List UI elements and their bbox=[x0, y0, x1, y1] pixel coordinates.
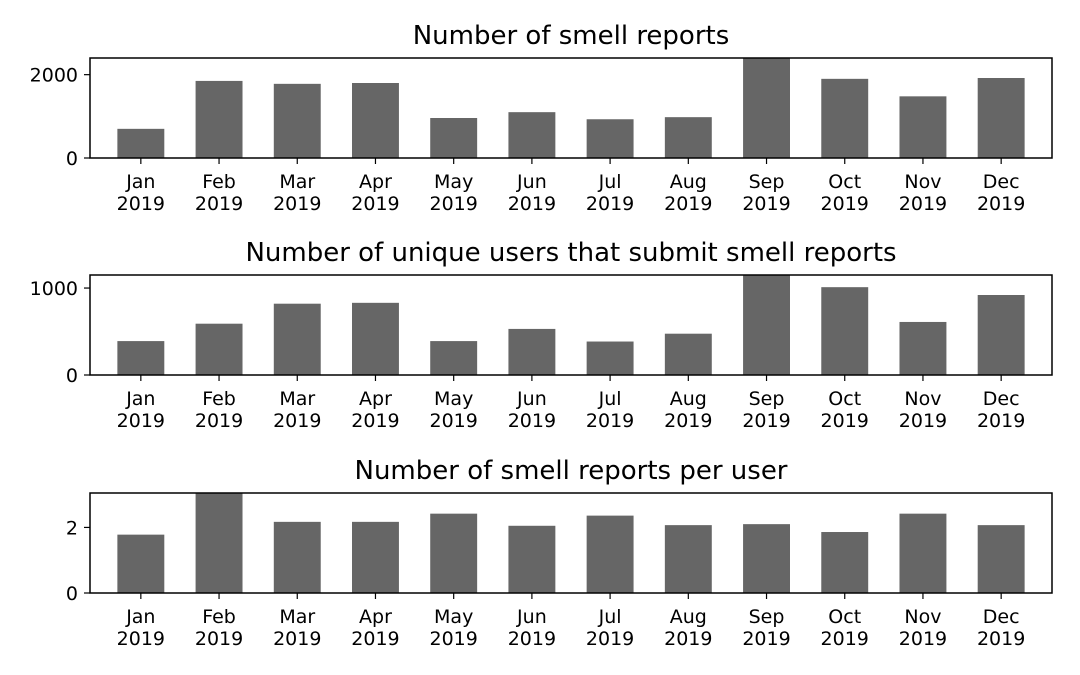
x-tick-label: Apr 2019 bbox=[351, 606, 399, 650]
bar bbox=[899, 321, 947, 375]
x-tick-label: Jan 2019 bbox=[117, 388, 165, 432]
subplot-1: Number of smell reports Jan 2019 Feb 2019 Mar… bbox=[30, 21, 1053, 215]
bar bbox=[430, 341, 478, 375]
x-tick-label: Dec 2019 bbox=[977, 171, 1025, 215]
x-tick-label: Jan 2019 bbox=[117, 606, 165, 650]
x-tick-label: Feb 2019 bbox=[195, 606, 243, 650]
x-tick-label: Feb 2019 bbox=[195, 388, 243, 432]
x-tick-label: Jul 2019 bbox=[586, 388, 634, 432]
x-tick-label: Apr 2019 bbox=[351, 171, 399, 215]
x-tick-label: May 2019 bbox=[430, 171, 478, 215]
bar bbox=[821, 287, 869, 375]
bar bbox=[586, 119, 634, 158]
bar bbox=[977, 525, 1025, 593]
x-tick-label: Oct 2019 bbox=[821, 171, 869, 215]
x-tick-label: Jul 2019 bbox=[586, 606, 634, 650]
bar bbox=[743, 58, 790, 158]
y-tick-label: 0 bbox=[66, 365, 78, 387]
x-tick-label: Dec 2019 bbox=[977, 388, 1025, 432]
x-tick-label: Mar 2019 bbox=[273, 171, 321, 215]
y-tick-label: 2000 bbox=[30, 65, 78, 87]
bar bbox=[899, 96, 947, 158]
y-tick-label: 0 bbox=[66, 148, 78, 170]
y-tick-label: 0 bbox=[66, 583, 78, 605]
x-tick-label: Feb 2019 bbox=[195, 171, 243, 215]
x-tick-label: Nov 2019 bbox=[899, 171, 947, 215]
bar bbox=[430, 513, 478, 593]
bar bbox=[743, 275, 790, 375]
x-tick-label: Jun 2019 bbox=[508, 606, 556, 650]
bar bbox=[664, 117, 712, 158]
x-tick-label: Jun 2019 bbox=[508, 171, 556, 215]
bars bbox=[117, 58, 1025, 158]
bar bbox=[664, 333, 712, 375]
x-tick-label: May 2019 bbox=[430, 606, 478, 650]
bar bbox=[117, 534, 165, 593]
bar bbox=[899, 513, 947, 593]
x-tick-label: Jan 2019 bbox=[117, 171, 165, 215]
bar bbox=[508, 525, 556, 593]
bar bbox=[195, 323, 243, 375]
x-tick-label: May 2019 bbox=[430, 388, 478, 432]
y-tick-label: 1000 bbox=[30, 278, 78, 300]
bars bbox=[117, 493, 1025, 593]
x-tick-label: Oct 2019 bbox=[821, 388, 869, 432]
bar bbox=[508, 328, 556, 375]
bar bbox=[430, 118, 478, 158]
subplot-2: Number of unique users that submit smell… bbox=[30, 238, 1053, 432]
bar bbox=[273, 83, 321, 158]
bar bbox=[977, 295, 1025, 375]
x-tick-label: Nov 2019 bbox=[899, 388, 947, 432]
bar bbox=[743, 524, 790, 593]
chart-title: Number of smell reports per user bbox=[355, 456, 788, 486]
x-tick-label: Mar 2019 bbox=[273, 388, 321, 432]
bar bbox=[195, 80, 243, 158]
x-tick-label: Jul 2019 bbox=[586, 171, 634, 215]
y-tick-label: 2 bbox=[66, 517, 78, 539]
axes-frame bbox=[89, 57, 1053, 159]
bar bbox=[273, 303, 321, 375]
bar bbox=[977, 78, 1025, 158]
subplot-3: Number of smell reports per user Jan 2019 F… bbox=[66, 456, 1053, 650]
axes-frame bbox=[89, 274, 1053, 376]
bar bbox=[352, 302, 399, 375]
x-tick-label: Aug 2019 bbox=[664, 171, 712, 215]
x-tick-label: Aug 2019 bbox=[664, 388, 712, 432]
bar bbox=[821, 532, 869, 593]
x-tick-label: Apr 2019 bbox=[351, 388, 399, 432]
x-tick-label: Sep 2019 bbox=[742, 606, 790, 650]
bar bbox=[273, 521, 321, 593]
bar bbox=[821, 78, 869, 158]
bar bbox=[352, 521, 399, 593]
axes-frame bbox=[89, 492, 1053, 594]
bars bbox=[117, 275, 1025, 375]
bar bbox=[117, 341, 165, 375]
chart-title: Number of unique users that submit smell… bbox=[245, 238, 896, 268]
x-tick-label: Mar 2019 bbox=[273, 606, 321, 650]
x-tick-label: Sep 2019 bbox=[742, 171, 790, 215]
bar bbox=[508, 112, 556, 158]
x-tick-label: Sep 2019 bbox=[742, 388, 790, 432]
bar bbox=[586, 515, 634, 593]
bar bbox=[352, 83, 399, 158]
bar bbox=[195, 493, 243, 593]
chart-title: Number of smell reports bbox=[413, 21, 730, 51]
bar bbox=[117, 128, 165, 158]
x-tick-label: Nov 2019 bbox=[899, 606, 947, 650]
x-tick-label: Aug 2019 bbox=[664, 606, 712, 650]
x-tick-label: Dec 2019 bbox=[977, 606, 1025, 650]
x-tick-label: Jun 2019 bbox=[508, 388, 556, 432]
bar bbox=[586, 341, 634, 375]
x-tick-label: Oct 2019 bbox=[821, 606, 869, 650]
bar bbox=[664, 525, 712, 593]
